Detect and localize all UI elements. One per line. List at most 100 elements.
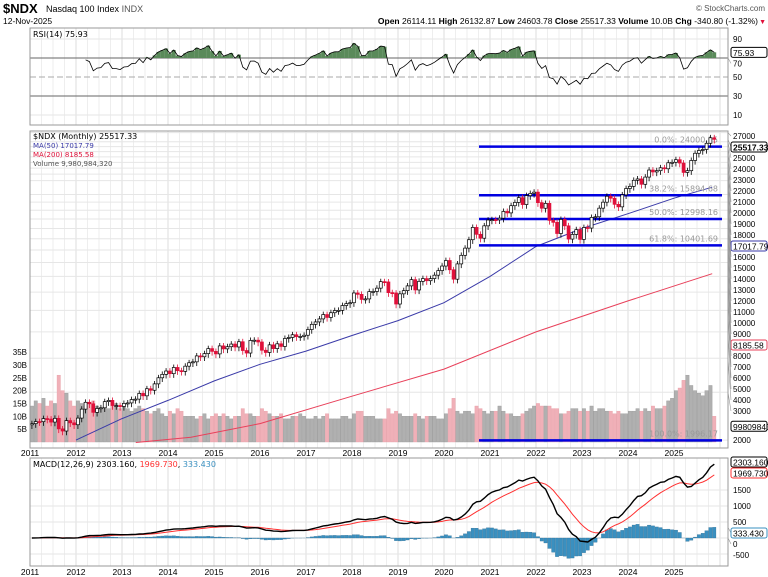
candle-body (122, 403, 126, 407)
symbol: $NDX (3, 1, 38, 16)
x-tick-label: 2025 (665, 448, 684, 458)
price-tick-label: 15000 (733, 264, 756, 273)
candle-body (432, 274, 437, 279)
macd-histogram-bar (371, 536, 375, 539)
candle-body (191, 361, 195, 364)
macd-histogram-bar (217, 536, 222, 539)
candle-body (417, 280, 421, 291)
macd-histogram-bar (593, 537, 598, 543)
volume-bar (210, 416, 214, 443)
candle-body (306, 329, 310, 336)
volume-bar (463, 410, 467, 443)
axis-leader-line (727, 249, 732, 324)
signal-last-value-box (730, 467, 768, 479)
rsi-overbought-fill (175, 55, 180, 58)
x-tick-label: 2011 (21, 567, 40, 577)
volume-bar (336, 418, 341, 443)
candle-body (409, 279, 414, 287)
volume-bar (700, 395, 705, 443)
volume-bar (428, 416, 433, 443)
candle-body (248, 340, 253, 354)
price-tick-label: 12000 (733, 297, 756, 306)
volume-bar (221, 413, 226, 443)
volume-bar (229, 418, 234, 443)
candle-body (513, 202, 517, 207)
rsi-overbought-fill (167, 53, 172, 58)
volume-bar (141, 408, 145, 443)
axis-leader-line (727, 168, 732, 214)
candle-body (160, 374, 165, 379)
macd-histogram-bar (160, 535, 165, 539)
macd-histogram-bar (670, 529, 674, 539)
candle-body (520, 197, 525, 205)
macd-histogram-bar (340, 535, 345, 539)
volume-bar (279, 413, 283, 443)
candle-body (198, 355, 203, 358)
macd-histogram-bar (635, 524, 640, 539)
macd-histogram-bar (447, 535, 452, 539)
macd-histogram-bar (704, 530, 709, 539)
candle-body (444, 260, 448, 267)
candle-body (371, 291, 375, 293)
x-tick-label: 2016 (251, 567, 270, 577)
macd-histogram-bar (267, 537, 272, 540)
rsi-tick-label: 50 (733, 73, 742, 82)
ma200-legend: MA(200) 8185.58 (33, 151, 94, 159)
macd-tick-label: 0 (733, 540, 738, 549)
macd-histogram-bar (605, 529, 609, 539)
rsi-overbought-fill (210, 51, 215, 58)
candle-body (578, 229, 582, 240)
candle-body (217, 345, 222, 355)
volume-bar (689, 385, 694, 443)
price-tick-label: 3000 (733, 407, 751, 416)
volume-bar (129, 410, 134, 443)
rsi-overbought-fill (520, 56, 525, 58)
candle-body (179, 370, 184, 373)
candle-body (336, 309, 341, 312)
volume-bar (509, 413, 513, 443)
volume-bar (367, 416, 372, 443)
macd-histogram-bar (647, 524, 651, 539)
volume-bar (321, 416, 326, 443)
macd-histogram-bar (674, 529, 678, 539)
volume-bar (352, 413, 356, 443)
macd-histogram-bar (539, 537, 544, 542)
candle-body (470, 227, 475, 241)
candle-body (72, 422, 76, 426)
macd-histogram-bar (666, 528, 671, 539)
candle-body (651, 169, 655, 173)
volume-bar (574, 408, 579, 443)
rsi-line (85, 42, 715, 86)
candle-body (424, 278, 429, 282)
volume-bar (283, 418, 287, 443)
volume-bar (712, 416, 717, 443)
macd-histogram-bar (616, 531, 621, 539)
candle-body (375, 287, 379, 292)
volume-bar (187, 416, 191, 443)
volume-bar (432, 416, 437, 443)
volume-bar (662, 405, 667, 443)
volume-bar (60, 390, 65, 443)
candle-body (99, 407, 103, 410)
fib-label: 61.8%: 10401.69 (649, 234, 718, 243)
candle-body (79, 408, 84, 419)
candle-body (681, 162, 686, 173)
volume-bar (286, 418, 291, 443)
volume-bar (390, 413, 395, 443)
volume-bar (206, 418, 211, 443)
candle-body (302, 334, 306, 337)
volume-bar (424, 416, 429, 443)
volume-bar (616, 410, 621, 443)
axis-leader-line (727, 228, 732, 302)
macd-histogram-bar (712, 527, 717, 539)
candle-body (677, 159, 682, 164)
candle-body (589, 217, 594, 229)
ma200-last-value-box (730, 339, 768, 351)
volume-last-value-box (730, 420, 768, 432)
volume-bar (528, 408, 533, 443)
axis-leader-line (727, 238, 732, 313)
price-tick-label: 14000 (733, 275, 756, 284)
macd-histogram-bar (286, 537, 291, 539)
candle-body (382, 281, 387, 283)
rsi-overbought-fill (359, 55, 364, 58)
